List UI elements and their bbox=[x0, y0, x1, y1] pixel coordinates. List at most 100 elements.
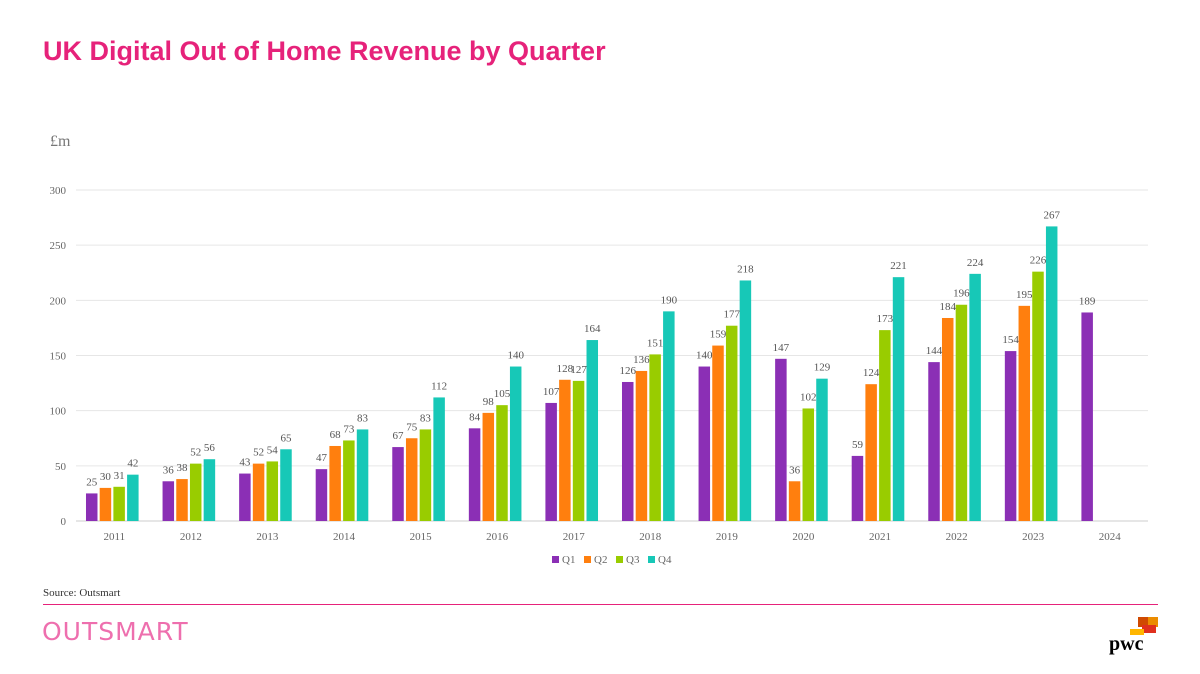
bar-q3-2022 bbox=[955, 304, 968, 521]
data-label: 184 bbox=[939, 301, 956, 313]
bar-q2-2021 bbox=[865, 384, 877, 521]
bar-q1-2014 bbox=[315, 469, 328, 521]
bar-q3-2020 bbox=[802, 408, 815, 521]
data-label: 177 bbox=[723, 309, 740, 321]
data-label: 127 bbox=[570, 364, 587, 376]
bar-q1-2018 bbox=[621, 381, 634, 521]
data-label: 43 bbox=[239, 457, 251, 469]
legend-label-q4: Q4 bbox=[658, 554, 672, 566]
y-tick-label: 50 bbox=[55, 461, 67, 473]
data-label: 67 bbox=[393, 430, 405, 442]
data-label: 140 bbox=[507, 350, 524, 362]
legend-label-q1: Q1 bbox=[562, 554, 575, 566]
data-label: 107 bbox=[543, 386, 560, 398]
data-label: 147 bbox=[773, 342, 790, 354]
data-label: 189 bbox=[1079, 295, 1096, 307]
footer-divider bbox=[43, 604, 1158, 605]
bar-q2-2013 bbox=[252, 463, 265, 521]
data-label: 54 bbox=[267, 444, 279, 456]
data-label: 151 bbox=[647, 337, 664, 349]
bar-q4-2012 bbox=[203, 459, 216, 521]
x-tick-label: 2024 bbox=[1099, 531, 1122, 543]
y-axis-label: £m bbox=[50, 133, 71, 150]
data-label: 47 bbox=[316, 452, 328, 464]
legend-swatch-q2 bbox=[584, 556, 591, 563]
data-label: 218 bbox=[737, 263, 754, 275]
outsmart-logo: OUTSMART bbox=[42, 617, 189, 646]
x-tick-label: 2018 bbox=[639, 531, 662, 543]
pwc-logo: pwc bbox=[1109, 633, 1144, 655]
data-label: 68 bbox=[330, 429, 342, 441]
data-label: 52 bbox=[190, 447, 201, 459]
x-tick-label: 2013 bbox=[256, 531, 279, 543]
bar-q1-2016 bbox=[468, 428, 481, 521]
bar-q4-2015 bbox=[433, 397, 445, 521]
data-label: 224 bbox=[967, 257, 984, 269]
y-tick-label: 0 bbox=[61, 516, 67, 528]
bar-q4-2011 bbox=[127, 474, 139, 521]
bar-q3-2018 bbox=[649, 354, 661, 521]
bar-q1-2024 bbox=[1081, 312, 1093, 521]
legend-swatch-q3 bbox=[616, 556, 623, 563]
data-label: 83 bbox=[420, 412, 432, 424]
bar-q1-2017 bbox=[545, 402, 557, 521]
bar-q1-2019 bbox=[698, 366, 711, 521]
data-label: 126 bbox=[619, 365, 636, 377]
x-tick-label: 2015 bbox=[410, 531, 433, 543]
data-label: 144 bbox=[926, 345, 943, 357]
source-note: Source: Outsmart bbox=[43, 587, 121, 599]
x-tick-label: 2021 bbox=[869, 531, 891, 543]
bar-q1-2012 bbox=[162, 481, 175, 521]
bar-q4-2017 bbox=[586, 340, 599, 521]
x-tick-label: 2011 bbox=[103, 531, 125, 543]
bar-q3-2021 bbox=[879, 330, 891, 521]
bar-q4-2016 bbox=[509, 366, 522, 521]
bar-q2-2018 bbox=[635, 370, 648, 521]
data-label: 36 bbox=[789, 464, 801, 476]
data-label: 128 bbox=[557, 363, 574, 375]
bar-q4-2022 bbox=[969, 273, 981, 521]
bar-q1-2021 bbox=[851, 455, 864, 521]
data-label: 73 bbox=[343, 423, 355, 435]
bar-q2-2011 bbox=[99, 487, 112, 521]
data-label: 38 bbox=[177, 462, 189, 474]
data-label: 75 bbox=[406, 421, 418, 433]
x-tick-label: 2022 bbox=[946, 531, 968, 543]
data-label: 195 bbox=[1016, 289, 1033, 301]
data-label: 173 bbox=[877, 313, 894, 325]
data-label: 30 bbox=[100, 471, 112, 483]
data-label: 124 bbox=[863, 367, 880, 379]
bar-q2-2022 bbox=[941, 317, 954, 521]
y-tick-label: 150 bbox=[50, 351, 67, 363]
data-label: 159 bbox=[710, 329, 727, 341]
data-label: 164 bbox=[584, 323, 601, 335]
bar-q4-2018 bbox=[663, 311, 675, 521]
data-label: 42 bbox=[127, 458, 138, 470]
bar-q3-2011 bbox=[113, 486, 125, 521]
data-label: 226 bbox=[1030, 255, 1047, 267]
bar-q4-2014 bbox=[356, 429, 369, 521]
data-label: 83 bbox=[357, 412, 369, 424]
bar-q1-2011 bbox=[85, 493, 98, 521]
data-label: 190 bbox=[661, 294, 678, 306]
data-label: 102 bbox=[800, 391, 817, 403]
data-label: 112 bbox=[431, 380, 447, 392]
data-label: 136 bbox=[633, 354, 650, 366]
data-label: 84 bbox=[469, 411, 481, 423]
bar-q4-2013 bbox=[280, 449, 292, 521]
pwc-logo-mark-icon bbox=[1130, 617, 1158, 635]
legend-label-q2: Q2 bbox=[594, 554, 607, 566]
bar-q1-2023 bbox=[1004, 351, 1017, 521]
data-label: 105 bbox=[494, 388, 511, 400]
x-tick-label: 2012 bbox=[180, 531, 202, 543]
bar-q4-2021 bbox=[892, 277, 905, 521]
y-tick-label: 100 bbox=[50, 406, 67, 418]
data-label: 267 bbox=[1043, 209, 1060, 221]
bar-q4-2019 bbox=[739, 280, 752, 521]
data-label: 31 bbox=[114, 470, 125, 482]
data-label: 154 bbox=[1002, 334, 1019, 346]
bar-q2-2012 bbox=[176, 479, 188, 521]
legend-swatch-q1 bbox=[552, 556, 559, 563]
bar-q1-2013 bbox=[239, 473, 251, 521]
bar-q2-2019 bbox=[712, 345, 724, 521]
